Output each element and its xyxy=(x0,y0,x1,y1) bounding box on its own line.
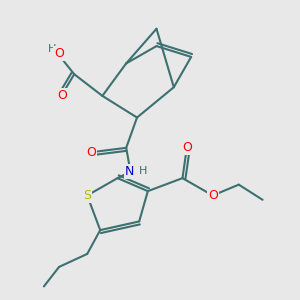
Text: O: O xyxy=(87,146,97,159)
Text: O: O xyxy=(182,141,192,154)
Text: S: S xyxy=(83,189,91,202)
Text: O: O xyxy=(208,189,218,202)
Text: O: O xyxy=(54,47,64,60)
Text: H: H xyxy=(47,44,56,54)
Text: N: N xyxy=(125,165,134,178)
Text: H: H xyxy=(139,166,147,176)
Text: O: O xyxy=(57,89,67,102)
